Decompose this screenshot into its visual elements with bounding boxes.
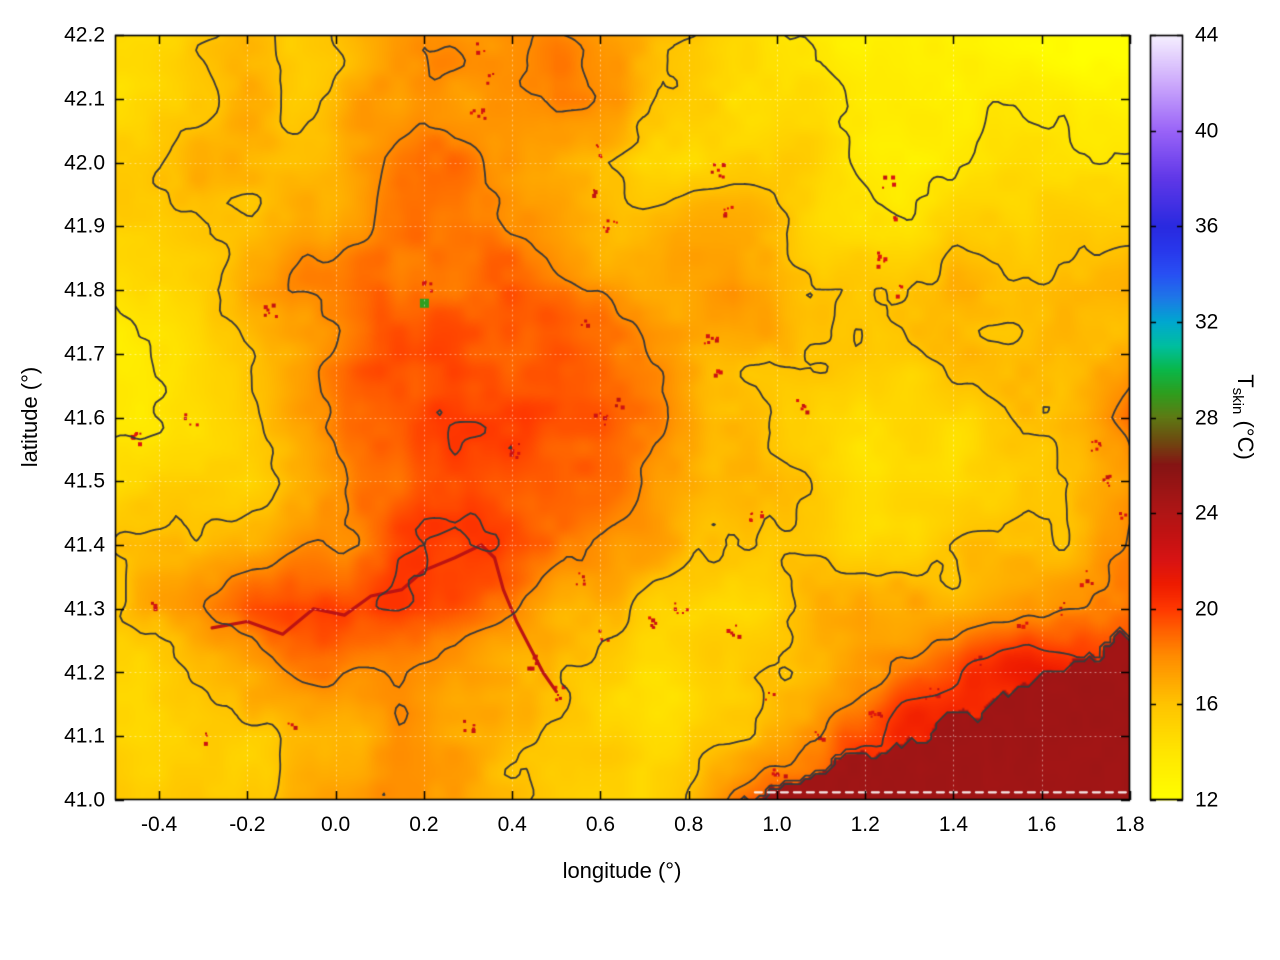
y-tick-label: 41.1 (64, 724, 105, 748)
y-tick-label: 42.1 (64, 87, 105, 111)
x-tick-label: -0.4 (141, 813, 178, 836)
x-tick-label: 0.4 (497, 813, 527, 836)
y-tick-label: 41.9 (64, 214, 105, 238)
cb-tick-label: 44 (1195, 23, 1219, 47)
y-tick-label: 41.7 (64, 342, 105, 366)
y-tick-label: 41.3 (64, 597, 105, 621)
colorbar-title-prefix: T (1233, 374, 1259, 388)
y-tick-label: 41.5 (64, 469, 105, 493)
cb-tick-label: 16 (1195, 692, 1219, 716)
colorbar-title: Tskin (°C) (1228, 374, 1259, 460)
y-tick-label: 41.6 (64, 406, 105, 429)
x-tick-label: 0.8 (674, 813, 704, 836)
cb-tick-label: 28 (1195, 406, 1219, 429)
y-tick-label: 42.0 (64, 151, 105, 174)
cb-tick-label: 24 (1195, 501, 1219, 525)
colorbar-title-suffix: (°C) (1233, 414, 1259, 460)
y-tick-label: 41.4 (64, 533, 105, 557)
cb-tick-label: 20 (1195, 597, 1219, 621)
x-tick-label: -0.2 (229, 813, 266, 836)
x-tick-label: 1.4 (938, 813, 969, 836)
x-tick-label: 0.6 (585, 813, 616, 836)
y-tick-label: 42.2 (64, 23, 105, 47)
cb-tick-label: 40 (1195, 119, 1219, 143)
y-tick-label: 41.2 (64, 661, 105, 684)
y-tick-label: 41.8 (64, 278, 105, 302)
colorbar-title-sub: skin (1228, 387, 1246, 415)
cb-tick-label: 12 (1195, 788, 1219, 812)
x-tick-label: 1.0 (762, 813, 792, 836)
cb-tick-label: 32 (1195, 310, 1219, 334)
x-tick-label: 1.6 (1027, 813, 1057, 836)
x-tick-label: 1.8 (1115, 813, 1145, 836)
cb-tick-label: 36 (1195, 214, 1219, 238)
x-axis-title: longitude (°) (562, 858, 682, 883)
x-tick-label: 1.2 (850, 813, 880, 836)
y-tick-label: 41.0 (64, 788, 105, 812)
y-axis-title: latitude (°) (17, 366, 42, 468)
x-tick-label: 0.2 (409, 813, 439, 836)
x-tick-label: 0.0 (321, 813, 351, 836)
